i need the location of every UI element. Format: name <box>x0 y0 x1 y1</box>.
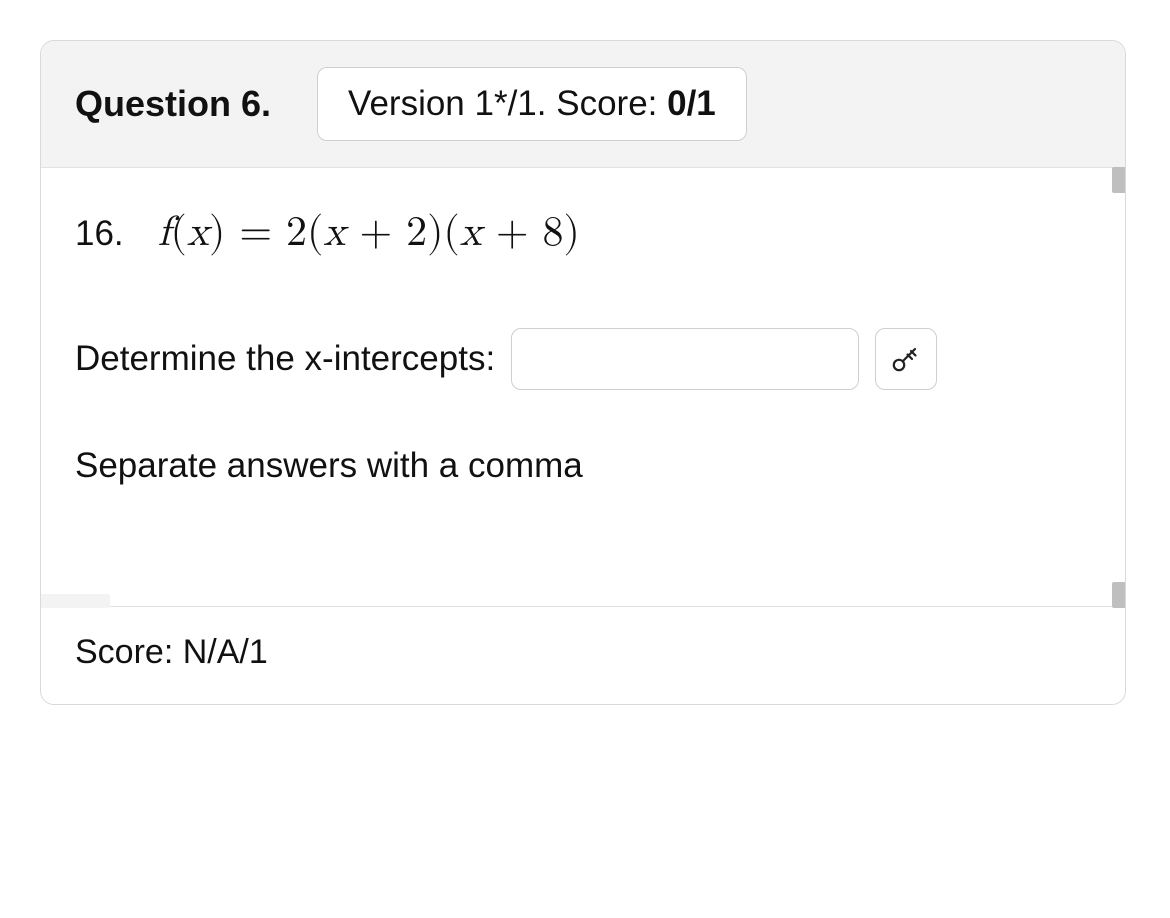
problem-equation: f(x) = 2(x + 2)(x + 8) <box>158 208 580 258</box>
score-label: Score: <box>547 84 668 123</box>
version-score-box: Version 1*/1. Score: 0/1 <box>317 67 747 141</box>
decorative-smudge-tr <box>1112 167 1126 193</box>
key-icon <box>890 342 922 377</box>
prompt-line: Determine the x-intercepts: <box>75 328 1091 390</box>
math-keyboard-button[interactable] <box>875 328 937 390</box>
decorative-smudge-bl <box>40 594 110 608</box>
version-text: 1*/1. <box>475 84 547 123</box>
answer-format-hint: Separate answers with a comma <box>75 446 1091 486</box>
answer-input[interactable] <box>511 328 859 390</box>
question-number-label: Question 6. <box>75 83 271 125</box>
question-card: Question 6. Version 1*/1. Score: 0/1 16.… <box>40 40 1126 705</box>
prompt-text: Determine the x-intercepts: <box>75 339 495 379</box>
problem-line: 16. f(x) = 2(x + 2)(x + 8) <box>75 208 1091 258</box>
score-value: 0/1 <box>667 84 716 123</box>
page-wrap: Question 6. Version 1*/1. Score: 0/1 16.… <box>0 0 1170 705</box>
question-header: Question 6. Version 1*/1. Score: 0/1 <box>41 41 1125 167</box>
decorative-smudge-br <box>1112 582 1126 608</box>
question-body: 16. f(x) = 2(x + 2)(x + 8) Determine the… <box>41 167 1125 606</box>
footer-score-text: Score: N/A/1 <box>75 633 268 671</box>
question-footer: Score: N/A/1 <box>41 606 1125 704</box>
problem-index: 16. <box>75 214 124 254</box>
version-prefix: Version <box>348 84 474 123</box>
